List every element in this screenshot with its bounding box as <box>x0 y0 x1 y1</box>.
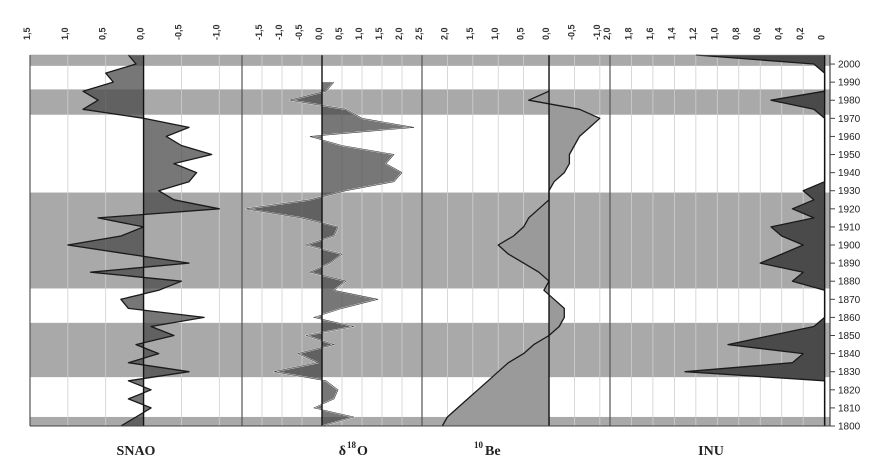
y-tick-1980: 1980 <box>838 96 861 107</box>
y-tick-1860: 1860 <box>838 313 861 324</box>
y-tick-1920: 1920 <box>838 204 861 215</box>
y-tick-1810: 1810 <box>838 403 861 414</box>
x-tick-INU-7: 0,6 <box>752 27 762 40</box>
x-tick-INU-1: 1,8 <box>623 27 633 40</box>
y-tick-1890: 1890 <box>838 259 861 270</box>
line-outline-d18O <box>245 81 415 427</box>
x-tick-INU-8: 0,4 <box>774 27 784 40</box>
y-tick-1820: 1820 <box>838 385 861 396</box>
x-tick-10Be-0: 2,5 <box>414 27 424 40</box>
shaded-period-3 <box>30 89 830 115</box>
y-tick-1840: 1840 <box>838 349 861 360</box>
x-tick-SNAO-0: 1,5 <box>22 27 32 40</box>
y-tick-1830: 1830 <box>838 367 861 378</box>
label-10be: 10 Be <box>474 440 501 459</box>
x-tick-10Be-6: -0,5 <box>566 24 576 40</box>
y-tick-1970: 1970 <box>838 114 861 125</box>
x-tick-d18O-7: 2,0 <box>394 27 404 40</box>
x-tick-10Be-4: 0,5 <box>516 27 526 40</box>
label-d18o: δ 18 O <box>339 440 368 459</box>
label-snao: SNAO <box>117 444 156 459</box>
x-tick-INU-10: 0 <box>817 35 827 40</box>
label-10be-be: Be <box>485 444 501 459</box>
x-tick-d18O-2: -0,5 <box>294 24 304 40</box>
y-tick-1910: 1910 <box>838 222 861 233</box>
line-10Be <box>441 90 601 427</box>
x-tick-INU-9: 0,2 <box>795 27 805 40</box>
x-tick-d18O-1: -1,0 <box>274 24 284 40</box>
shaded-period-4 <box>30 55 830 66</box>
x-tick-INU-3: 1,4 <box>666 27 676 40</box>
x-tick-SNAO-4: -0,5 <box>173 24 183 40</box>
y-tick-1940: 1940 <box>838 168 861 179</box>
area-INU <box>685 55 825 426</box>
y-tick-1960: 1960 <box>838 132 861 143</box>
series <box>67 54 826 427</box>
area-10Be <box>442 91 600 426</box>
label-inu: INU <box>698 444 724 459</box>
x-tick-INU-5: 1,0 <box>709 27 719 40</box>
y-tick-1930: 1930 <box>838 186 861 197</box>
shaded-periods <box>30 55 830 426</box>
x-tick-SNAO-5: -1,0 <box>211 24 221 40</box>
x-tick-d18O-0: -1,5 <box>254 24 264 40</box>
x-tick-d18O-5: 1,0 <box>354 27 364 40</box>
x-tick-10Be-7: -1,0 <box>592 24 602 40</box>
line-SNAO <box>67 54 220 427</box>
axes <box>29 54 835 427</box>
x-tick-INU-2: 1,6 <box>645 27 655 40</box>
x-tick-SNAO-3: 0,0 <box>136 27 146 40</box>
y-tick-1880: 1880 <box>838 277 861 288</box>
x-tick-INU-0: 2,0 <box>602 27 612 40</box>
tick-labels: 1,5 1,0 0,5 0,0 -0,5 -1,0 -1,5 -1,0 -0,5 0,0 0,5 1,… <box>22 24 861 432</box>
x-tick-SNAO-2: 0,5 <box>98 27 108 40</box>
y-tick-1800: 1800 <box>838 422 861 433</box>
x-tick-SNAO-1: 1,0 <box>60 27 70 40</box>
x-tick-10Be-3: 1,0 <box>490 27 500 40</box>
x-tick-10Be-1: 2,0 <box>439 27 449 40</box>
x-tick-10Be-5: 0,0 <box>541 27 551 40</box>
y-tick-1870: 1870 <box>838 295 861 306</box>
y-tick-1900: 1900 <box>838 241 861 252</box>
y-tick-1950: 1950 <box>838 150 861 161</box>
x-tick-INU-4: 1,2 <box>688 27 698 40</box>
y-tick-1990: 1990 <box>838 78 861 89</box>
x-tick-d18O-6: 1,5 <box>374 27 384 40</box>
label-10be-superscript: 10 <box>474 440 484 450</box>
x-tick-10Be-2: 1,5 <box>465 27 475 40</box>
label-d18o-superscript: 18 <box>347 440 357 450</box>
x-tick-d18O-3: 0,0 <box>314 27 324 40</box>
label-d18o-o: O <box>357 444 368 459</box>
shaded-period-0 <box>30 416 830 426</box>
label-d18o-delta: δ <box>339 444 346 459</box>
x-tick-INU-6: 0,8 <box>731 27 741 40</box>
line-INU <box>684 54 826 426</box>
y-tick-1850: 1850 <box>838 331 861 342</box>
x-tick-d18O-4: 0,5 <box>334 27 344 40</box>
y-tick-2000: 2000 <box>838 60 861 71</box>
area-d18O <box>246 82 414 426</box>
